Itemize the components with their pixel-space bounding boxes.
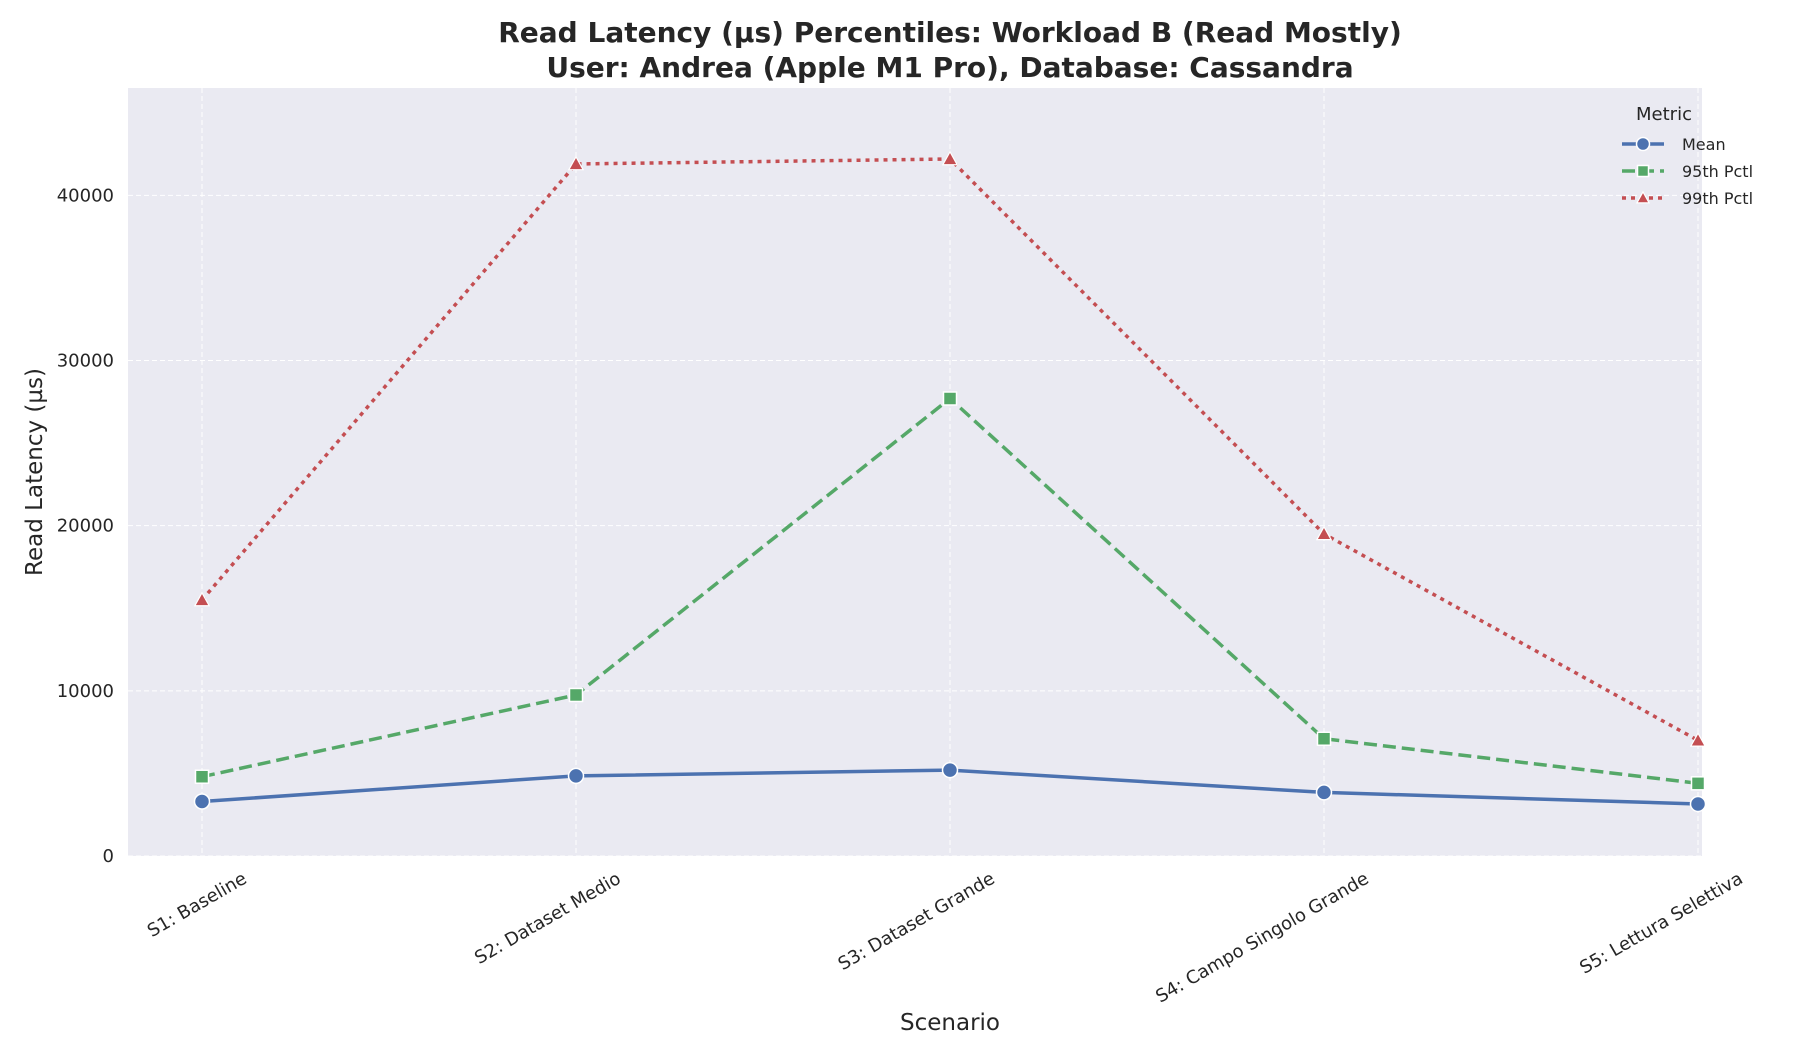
y-axis-label: Read Latency (µs): [22, 368, 48, 576]
data-point: [941, 761, 959, 779]
data-point: [567, 155, 585, 171]
data-point: [193, 591, 211, 607]
x-tick-label: S2: Dataset Medio: [471, 868, 624, 969]
legend-item: Mean: [1622, 135, 1726, 154]
data-point: [193, 793, 211, 810]
x-tick-label: S5: Lettura Selettiva: [1576, 868, 1746, 978]
data-point: [1315, 525, 1333, 541]
data-point: [1689, 732, 1707, 747]
plot-area: [128, 88, 1702, 856]
series-2: [193, 150, 1707, 747]
data-point: [1316, 731, 1332, 746]
legend-label: Mean: [1682, 135, 1726, 154]
legend-label: 95th Pctl: [1682, 162, 1753, 181]
legend-item: 99th Pctl: [1622, 189, 1753, 208]
data-point: [568, 687, 584, 703]
legend-title: Metric: [1636, 104, 1692, 125]
x-axis-label: Scenario: [900, 1010, 1000, 1036]
y-tick-label: 0: [103, 846, 114, 867]
data-point: [942, 391, 958, 406]
legend-item: 95th Pctl: [1622, 162, 1753, 181]
x-tick-label: S3: Dataset Grande: [835, 868, 999, 975]
data-point: [194, 769, 210, 784]
y-tick-label: 20000: [57, 516, 114, 537]
series-1: [194, 391, 1706, 791]
data-point: [1315, 784, 1333, 801]
x-tick-label: S1: Baseline: [144, 868, 251, 942]
series-0: [193, 761, 1707, 813]
legend-marker: [1635, 136, 1651, 152]
y-tick-label: 40000: [57, 185, 114, 206]
legend-marker: [1636, 164, 1650, 178]
data-point: [567, 767, 585, 785]
x-tick-label: S4: Campo Singolo Grande: [1152, 868, 1372, 1007]
data-point: [941, 150, 959, 166]
y-tick-label: 30000: [57, 351, 114, 372]
legend-label: 99th Pctl: [1682, 189, 1753, 208]
grid-layer: [128, 88, 1702, 857]
data-point: [1690, 776, 1706, 791]
y-tick-label: 10000: [57, 681, 114, 702]
data-point: [1689, 795, 1707, 813]
legend-marker: [1635, 190, 1651, 204]
series-layer: [193, 150, 1707, 813]
chart-title-line2: User: Andrea (Apple M1 Pro), Database: C…: [546, 51, 1353, 84]
legend: Metric Mean 95th Pctl 99th Pctl: [1622, 104, 1753, 208]
chart-title-line1: Read Latency (µs) Percentiles: Workload …: [498, 16, 1402, 49]
